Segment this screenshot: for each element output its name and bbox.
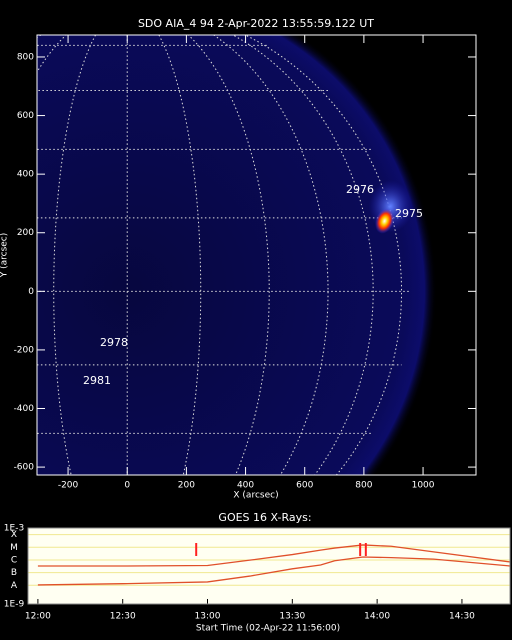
y-tick-label: 1E-9 (4, 600, 25, 610)
y-tick-label: 400 (17, 170, 34, 180)
y-tick-label: X (11, 530, 17, 540)
x-tick-label: 12:30 (110, 612, 136, 622)
x-tick-label: 600 (296, 481, 313, 491)
x-axis-label: Start Time (02-Apr-22 11:56:00) (196, 624, 340, 634)
y-tick-label: M (10, 543, 18, 553)
y-tick-label: -400 (14, 404, 35, 414)
y-tick-label: A (11, 581, 18, 591)
y-axis-label: Y (arcsec) (0, 233, 10, 279)
flare (375, 208, 395, 234)
x-tick-label: 1000 (412, 481, 435, 491)
y-tick-label: 800 (17, 52, 34, 62)
plot-frame (36, 34, 477, 476)
x-tick-label: 14:00 (364, 612, 390, 622)
x-tick-label: 12:00 (25, 612, 51, 622)
flux-line (37, 544, 511, 567)
y-tick-label: 600 (17, 111, 34, 121)
flux-line (37, 556, 511, 586)
x-tick-label: 13:00 (195, 612, 221, 622)
region-label: 2975 (395, 207, 423, 220)
x-tick-label: 13:30 (279, 612, 305, 622)
x-tick-label: 400 (237, 481, 254, 491)
title: SDO AIA_4 94 2-Apr-2022 13:55:59.122 UT (138, 17, 374, 30)
region-label: 2981 (83, 374, 111, 387)
x-tick-label: -200 (58, 481, 79, 491)
title: GOES 16 X-Rays: (218, 511, 311, 524)
x-tick-label: 200 (178, 481, 195, 491)
y-tick-label: 1E-3 (4, 524, 24, 534)
x-tick-label: 800 (355, 481, 372, 491)
x-axis-label: X (arcsec) (233, 491, 278, 501)
longitude-line (37, 35, 67, 74)
y-tick-label: B (11, 568, 17, 578)
y-tick-label: 0 (28, 287, 34, 297)
x-tick-label: 0 (124, 481, 130, 491)
image-area (37, 35, 437, 475)
sun-panel: SDO AIA_4 94 2-Apr-2022 13:55:59.122 UT -… (0, 17, 477, 501)
region-label: 2978 (100, 336, 128, 349)
y-tick-label: -200 (14, 345, 35, 355)
y-tick-label: -600 (14, 463, 35, 473)
plot-frame (27, 527, 511, 605)
longitude-line (232, 35, 374, 475)
y-tick-label: 200 (17, 228, 34, 238)
longitude-line (187, 35, 270, 475)
x-tick-label: 14:30 (449, 612, 475, 622)
region-label: 2976 (346, 183, 374, 196)
y-tick-label: C (11, 555, 17, 565)
